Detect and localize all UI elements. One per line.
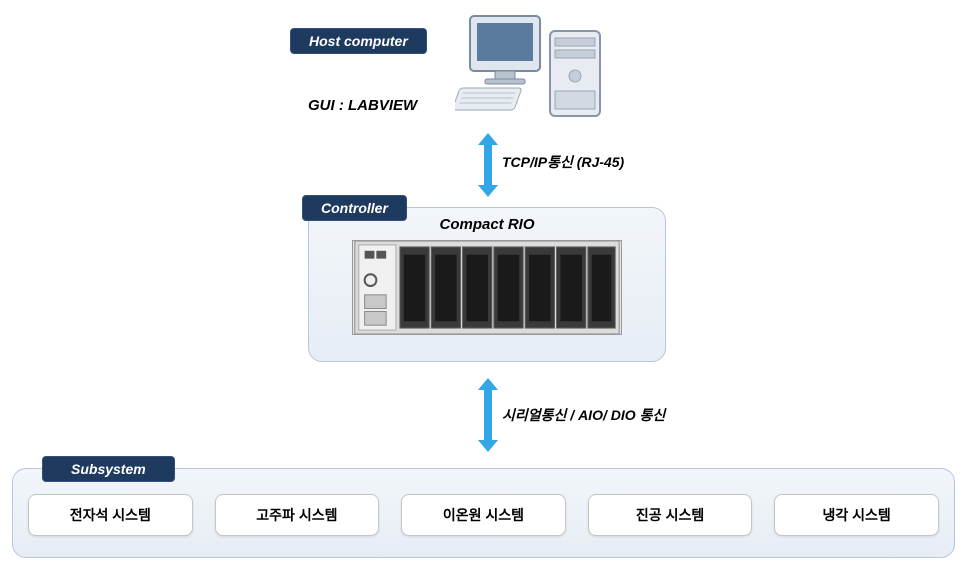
subsystem-item-label: 고주파 시스템 xyxy=(256,507,337,523)
host-computer-icon xyxy=(455,6,615,126)
subsystem-item-vacuum: 진공 시스템 xyxy=(588,494,753,536)
arrow-host-controller xyxy=(484,145,492,185)
subsystem-item-ion: 이온원 시스템 xyxy=(401,494,566,536)
controller-label-pill: Controller xyxy=(302,195,407,221)
arrow2-label: 시리얼통신 / AIO/ DIO 통신 xyxy=(502,405,665,425)
gui-label: GUI : LABVIEW xyxy=(308,97,417,114)
subsystem-item-cooling: 냉각 시스템 xyxy=(774,494,939,536)
host-label: Host computer xyxy=(309,33,408,49)
compactrio-icon xyxy=(352,240,622,335)
controller-box: Compact RIO xyxy=(308,207,666,362)
arrow-controller-subsystem xyxy=(484,390,492,440)
subsystem-row: 전자석 시스템 고주파 시스템 이온원 시스템 진공 시스템 냉각 시스템 xyxy=(28,494,939,536)
subsystem-item-label: 진공 시스템 xyxy=(636,507,704,523)
subsystem-item-rf: 고주파 시스템 xyxy=(215,494,380,536)
subsystem-label: Subsystem xyxy=(71,461,146,477)
subsystem-label-pill: Subsystem xyxy=(42,456,175,482)
subsystem-item-label: 이온원 시스템 xyxy=(443,507,524,523)
arrow1-label: TCP/IP통신 (RJ-45) xyxy=(502,152,624,172)
controller-title: Compact RIO xyxy=(439,216,534,233)
controller-label: Controller xyxy=(321,200,388,216)
subsystem-item-magnet: 전자석 시스템 xyxy=(28,494,193,536)
subsystem-item-label: 냉각 시스템 xyxy=(823,507,891,523)
subsystem-item-label: 전자석 시스템 xyxy=(70,507,151,523)
host-label-pill: Host computer xyxy=(290,28,427,54)
